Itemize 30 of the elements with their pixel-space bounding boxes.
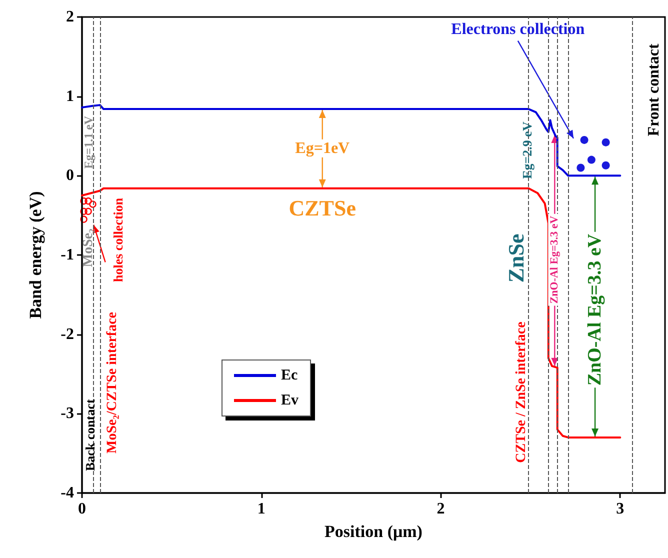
annotation: ZnSe <box>504 233 529 283</box>
y-tick-label: -4 <box>60 484 74 502</box>
annotation: Eg=1.1 eV <box>81 116 96 169</box>
annotation: Eg=1eV <box>295 140 350 157</box>
annotation: CZTSe <box>288 196 356 221</box>
x-axis-title: Position (μm) <box>324 522 422 541</box>
x-tick-label: 3 <box>616 500 624 518</box>
y-tick-label: 2 <box>66 8 74 26</box>
y-tick-label: -3 <box>60 405 74 422</box>
y-tick-label: -2 <box>60 326 74 343</box>
annotation: Electrons collection <box>451 21 585 38</box>
annotation: Front contact <box>646 43 663 136</box>
annotation: ZnO-Al Eg=3.3 eV <box>548 216 561 304</box>
annotation: CZTSe / ZnSe interface <box>514 322 529 463</box>
y-tick-label: 1 <box>66 88 74 105</box>
annotation: ZnO-Al Eg=3.3 eV <box>584 234 606 386</box>
annotation: Eg=2.9 eV <box>519 121 534 179</box>
x-tick-label: 1 <box>257 500 266 518</box>
annotation: MoSe₂/CZTSe interface <box>104 312 120 454</box>
legend-label: Ec <box>281 368 298 384</box>
annotation: Back contact <box>82 398 98 472</box>
line-series <box>81 104 622 177</box>
legend-label: Ev <box>281 392 300 408</box>
x-tick-label: 2 <box>436 500 445 518</box>
x-tick-label: 0 <box>78 500 86 518</box>
annotation: MoSe₂ <box>80 228 96 268</box>
y-tick-label: 0 <box>66 167 74 184</box>
annotation: holes collection <box>110 197 126 282</box>
y-axis-title: Band energy (eV) <box>26 191 45 319</box>
y-tick-label: -1 <box>60 246 74 264</box>
